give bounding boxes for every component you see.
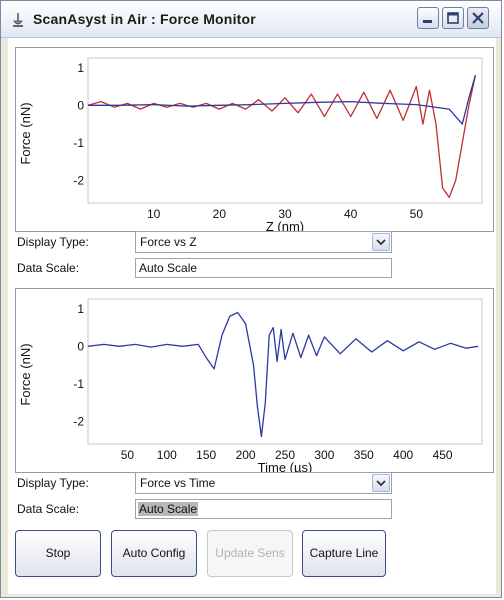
window-title: ScanAsyst in Air : Force Monitor	[33, 11, 256, 27]
title-bar[interactable]: ScanAsyst in Air : Force Monitor	[1, 1, 501, 38]
minimize-icon	[423, 20, 432, 23]
y-tick-label: 0	[77, 98, 84, 112]
y-tick-label: -2	[73, 414, 84, 428]
plot-area	[87, 57, 483, 204]
update-sens-button: Update Sens	[207, 530, 293, 577]
chevron-down-icon[interactable]	[372, 233, 390, 251]
series-line-1	[87, 75, 477, 199]
force-vs-z-chart: 1 0 -1 -2 10 20 30 40 50 Z (nm) Force (nN)	[15, 47, 494, 232]
x-tick-label: 250	[275, 448, 295, 462]
stop-button[interactable]: Stop	[15, 530, 101, 577]
x-tick-label: 20	[213, 207, 227, 221]
maximize-button[interactable]	[442, 7, 464, 29]
series-line-1	[87, 311, 479, 438]
app-icon	[13, 13, 23, 27]
force-vs-z-plot: 10-1-210 20 30 40 50Z (nm)Force (nN)	[18, 57, 483, 231]
chevron-down-icon[interactable]	[372, 474, 390, 492]
force-vs-time-plot: 1 0 -1 -2 50 100 150 200 250 300 350 400 450 Time (µs…	[18, 298, 483, 472]
maximize-icon	[447, 12, 459, 24]
x-tick-label: 50	[410, 207, 424, 221]
y-tick-label: -2	[73, 173, 84, 187]
display-type-value: Force vs Time	[140, 476, 216, 490]
data-scale-value: Auto Scale	[139, 261, 198, 275]
data-scale-field[interactable]: Auto Scale	[135, 258, 392, 278]
client-area: 1 0 -1 -2 10 20 30 40 50 Z (nm) Force (nN) Display…	[8, 38, 496, 594]
display-type-label: Display Type:	[17, 235, 89, 249]
capture-line-button[interactable]: Capture Line	[302, 530, 386, 577]
x-tick-label: 150	[196, 448, 216, 462]
y-tick-label: 1	[77, 61, 84, 75]
x-tick-label: 450	[433, 448, 453, 462]
x-axis-label: Z (nm)	[266, 219, 304, 231]
auto-config-button[interactable]: Auto Config	[111, 530, 197, 577]
x-tick-label: 100	[157, 448, 177, 462]
x-tick-label: 30	[278, 207, 292, 221]
y-axis-label: Force (nN)	[18, 343, 33, 405]
x-tick-label: 350	[354, 448, 374, 462]
x-tick-label: 10	[147, 207, 161, 221]
data-scale-label: Data Scale:	[17, 502, 80, 516]
data-scale-field[interactable]: Auto Scale	[135, 499, 392, 519]
y-tick-label: -1	[73, 136, 84, 150]
data-scale-label: Data Scale:	[17, 261, 80, 275]
series-line-2	[88, 75, 477, 125]
force-vs-time-chart: 1 0 -1 -2 50 100 150 200 250 300 350 400 450 Time (µs…	[15, 288, 494, 473]
x-tick-label: 400	[393, 448, 413, 462]
x-axis-label: Time (µs)	[258, 460, 313, 472]
close-icon	[472, 12, 484, 24]
y-axis-label: Force (nN)	[18, 102, 33, 164]
display-type-select[interactable]: Force vs Z	[135, 231, 392, 253]
x-tick-label: 50	[121, 448, 135, 462]
display-type-label: Display Type:	[17, 476, 89, 490]
x-tick-label: 40	[344, 207, 358, 221]
data-scale-value: Auto Scale	[138, 502, 199, 516]
close-button[interactable]	[467, 7, 489, 29]
y-tick-label: 0	[77, 339, 84, 353]
display-type-select[interactable]: Force vs Time	[135, 472, 392, 494]
y-tick-label: 1	[77, 302, 84, 316]
x-tick-label: 200	[236, 448, 256, 462]
minimize-button[interactable]	[417, 7, 439, 29]
x-tick-label: 300	[314, 448, 334, 462]
plot-area	[87, 298, 483, 445]
y-tick-label: -1	[73, 377, 84, 391]
display-type-value: Force vs Z	[140, 235, 197, 249]
